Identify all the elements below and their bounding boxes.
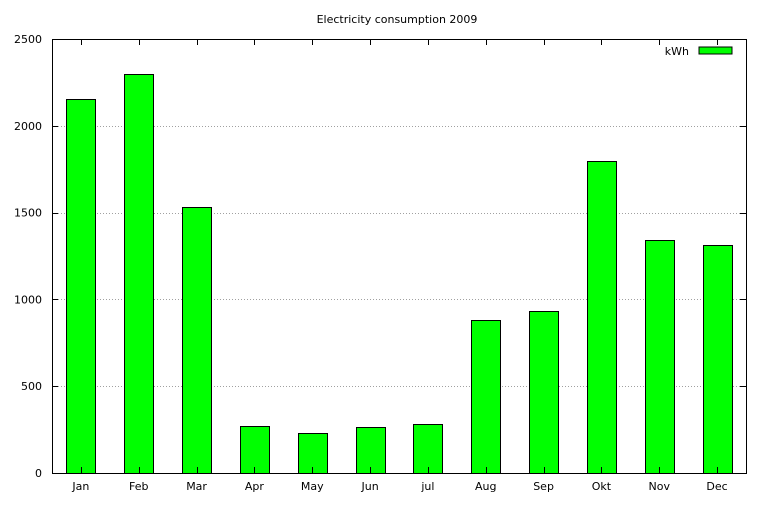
x-tick-label: Jun <box>360 480 378 493</box>
y-tick-label: 2500 <box>14 33 42 46</box>
bar <box>66 99 96 474</box>
legend-swatch <box>698 46 733 55</box>
x-tick-label: May <box>301 480 324 493</box>
bar <box>413 424 443 474</box>
bar <box>645 240 675 474</box>
x-tick-label: Apr <box>245 480 265 493</box>
chart-title: Electricity consumption 2009 <box>317 13 478 26</box>
x-tick-label: Nov <box>649 480 671 493</box>
x-tick-label: Sep <box>533 480 554 493</box>
x-tick-label: Aug <box>475 480 496 493</box>
bars <box>66 74 733 474</box>
y-tick-label: 0 <box>35 467 42 480</box>
y-tick-label: 1500 <box>14 207 42 220</box>
bar <box>587 161 617 474</box>
bar <box>124 74 154 474</box>
bar <box>240 426 270 474</box>
bar <box>471 320 501 474</box>
x-tick-label: Okt <box>592 480 612 493</box>
axis-ticks: 0 500 1000 1500 2000 2500 Jan Feb Mar Apr May Jun ju… <box>14 33 746 493</box>
x-tick-label: Feb <box>129 480 148 493</box>
bar <box>182 207 212 474</box>
x-tick-label: Dec <box>706 480 727 493</box>
y-tick-label: 500 <box>21 380 42 393</box>
bar <box>703 245 733 474</box>
x-tick-label: jul <box>420 480 434 493</box>
bar <box>356 427 386 474</box>
y-tick-label: 1000 <box>14 293 42 306</box>
legend-label: kWh <box>665 45 689 58</box>
legend: kWh <box>665 45 733 58</box>
y-tick-label: 2000 <box>14 120 42 133</box>
x-tick-label: Jan <box>71 480 89 493</box>
bar <box>529 311 559 474</box>
plot-frame <box>52 39 747 474</box>
x-tick-label: Mar <box>186 480 207 493</box>
